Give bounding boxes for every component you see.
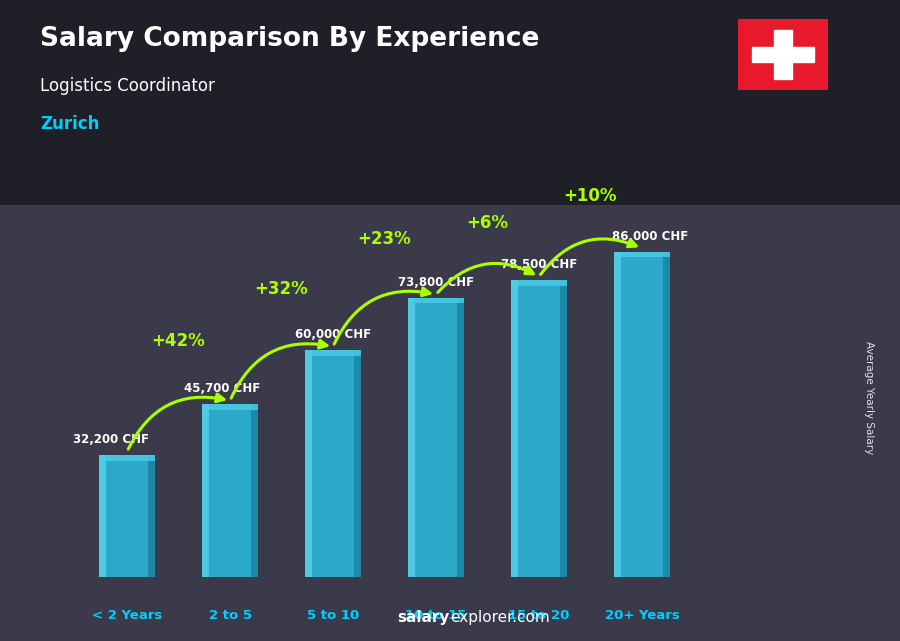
- Text: 73,800 CHF: 73,800 CHF: [398, 276, 474, 289]
- Text: +42%: +42%: [152, 333, 205, 351]
- Text: salary: salary: [398, 610, 450, 625]
- Text: +10%: +10%: [563, 187, 617, 205]
- Text: Salary Comparison By Experience: Salary Comparison By Experience: [40, 26, 540, 52]
- Bar: [614, 252, 670, 577]
- Bar: [251, 404, 257, 577]
- Text: 86,000 CHF: 86,000 CHF: [612, 230, 688, 243]
- Text: 5 to 10: 5 to 10: [307, 609, 359, 622]
- Bar: [511, 280, 567, 577]
- Bar: [148, 455, 155, 577]
- Text: Logistics Coordinator: Logistics Coordinator: [40, 77, 215, 95]
- Bar: [560, 280, 567, 577]
- Text: 20+ Years: 20+ Years: [605, 609, 680, 622]
- Bar: [752, 47, 814, 62]
- Bar: [305, 350, 361, 577]
- Text: 10 to 15: 10 to 15: [405, 609, 466, 622]
- Text: < 2 Years: < 2 Years: [92, 609, 162, 622]
- Text: +23%: +23%: [357, 229, 411, 248]
- Bar: [663, 252, 670, 577]
- Text: 2 to 5: 2 to 5: [209, 609, 251, 622]
- Text: 78,500 CHF: 78,500 CHF: [500, 258, 577, 271]
- Bar: [99, 455, 155, 577]
- Bar: [99, 455, 155, 461]
- Text: Average Yearly Salary: Average Yearly Salary: [863, 341, 874, 454]
- Text: Zurich: Zurich: [40, 115, 100, 133]
- Bar: [614, 252, 670, 257]
- Text: explorer.com: explorer.com: [450, 610, 550, 625]
- Text: +6%: +6%: [466, 214, 508, 232]
- Bar: [202, 404, 257, 577]
- Bar: [99, 455, 106, 577]
- Bar: [354, 350, 361, 577]
- Bar: [305, 350, 312, 577]
- Bar: [511, 280, 567, 286]
- Bar: [202, 404, 209, 577]
- Bar: [202, 404, 257, 410]
- Bar: [409, 298, 415, 577]
- Text: 45,700 CHF: 45,700 CHF: [184, 382, 260, 395]
- Bar: [614, 252, 621, 577]
- Text: 15 to 20: 15 to 20: [508, 609, 570, 622]
- Text: +32%: +32%: [255, 280, 309, 298]
- Bar: [305, 350, 361, 356]
- Bar: [409, 298, 464, 303]
- Bar: [774, 29, 792, 79]
- Text: 60,000 CHF: 60,000 CHF: [295, 328, 371, 341]
- Bar: [409, 298, 464, 577]
- Bar: [511, 280, 517, 577]
- Bar: [457, 298, 464, 577]
- Text: 32,200 CHF: 32,200 CHF: [73, 433, 149, 446]
